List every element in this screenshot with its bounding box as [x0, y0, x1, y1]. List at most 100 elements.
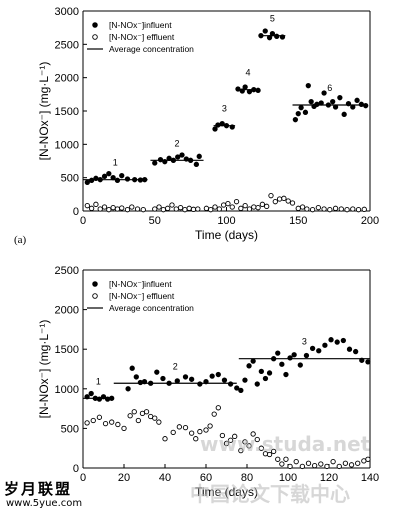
x-axis-title: Time (days) — [195, 228, 258, 242]
x-tick-label: 200 — [361, 215, 379, 227]
effluent-point — [293, 459, 299, 465]
effluent-point — [281, 195, 287, 201]
effluent-point — [176, 424, 183, 430]
effluent-point — [93, 201, 99, 207]
effluent-point — [182, 424, 189, 431]
effluent-point — [156, 419, 162, 425]
influent-point — [275, 350, 281, 356]
effluent-point — [289, 200, 296, 206]
phase-label: 3 — [302, 337, 307, 347]
y-axis-title: [N-NOx⁻] (mg·L⁻¹) — [37, 62, 51, 161]
effluent-point — [106, 207, 112, 213]
effluent-point — [129, 204, 135, 210]
x-tick-label: 140 — [361, 472, 379, 484]
influent-point — [84, 179, 90, 185]
influent-point — [227, 381, 234, 387]
effluent-point — [84, 420, 90, 426]
x-tick-label: 20 — [118, 472, 130, 484]
influent-point — [137, 379, 144, 386]
effluent-point — [242, 439, 248, 445]
effluent-point — [212, 204, 218, 210]
phase-label: 3 — [222, 104, 227, 114]
effluent-point — [119, 205, 125, 211]
effluent-point — [355, 207, 362, 213]
influent-point — [254, 381, 260, 387]
effluent-point — [251, 204, 257, 210]
legend-marker — [92, 34, 98, 40]
influent-point — [262, 375, 269, 382]
effluent-point — [283, 456, 289, 462]
effluent-point — [229, 204, 235, 210]
effluent-point — [88, 205, 95, 211]
y-tick-label: 0 — [73, 206, 79, 218]
effluent-point — [315, 205, 321, 211]
influent-point — [322, 342, 328, 348]
influent-point — [292, 117, 299, 123]
effluent-point — [332, 205, 339, 211]
effluent-point — [327, 207, 333, 213]
influent-point — [287, 355, 293, 361]
legend-label: [N-NOx⁻] effluent — [109, 32, 175, 42]
watermark-site: www.5yue.com — [6, 498, 83, 509]
effluent-point — [350, 206, 356, 212]
influent-point — [106, 171, 112, 177]
y-tick-label: 1000 — [55, 384, 79, 396]
influent-point — [298, 105, 304, 111]
effluent-point — [227, 437, 234, 443]
influent-point — [125, 386, 131, 392]
influent-point — [308, 99, 314, 105]
influent-point — [197, 381, 203, 387]
phase-label: 5 — [270, 14, 275, 24]
x-tick-label: 60 — [200, 472, 212, 484]
effluent-point — [219, 432, 226, 439]
effluent-point — [114, 206, 121, 212]
legend-marker — [92, 281, 98, 287]
influent-point — [174, 378, 180, 384]
influent-point — [363, 103, 369, 109]
y-tick-label: 1500 — [55, 106, 79, 118]
chart-panel-a: 0 50 100 150 200050010001500200025003000Time… — [37, 6, 379, 242]
phase-label: 6 — [327, 83, 332, 93]
effluent-point — [160, 207, 167, 213]
influent-point — [328, 337, 334, 343]
effluent-point — [287, 463, 293, 470]
effluent-point — [197, 428, 203, 435]
effluent-point — [156, 204, 162, 210]
effluent-point — [140, 207, 146, 213]
effluent-point — [97, 206, 103, 212]
effluent-point — [264, 203, 270, 209]
effluent-point — [115, 421, 121, 428]
effluent-point — [101, 204, 108, 210]
effluent-point — [90, 417, 96, 424]
influent-point — [235, 86, 241, 92]
y-tick-label: 2000 — [55, 305, 79, 317]
effluent-point — [110, 205, 116, 211]
influent-point — [124, 176, 131, 182]
effluent-point — [254, 436, 260, 443]
influent-point — [221, 377, 228, 383]
influent-point — [101, 173, 108, 179]
y-tick-label: 2500 — [55, 39, 79, 51]
y-axis-title: [N-NOx⁻] (mg·L⁻¹) — [37, 320, 51, 419]
x-tick-label: 100 — [279, 472, 297, 484]
influent-point — [337, 95, 343, 101]
influent-point — [212, 126, 218, 132]
influent-point — [330, 99, 336, 105]
legend-label: [N-NOx⁻]influent — [109, 279, 172, 289]
effluent-point — [295, 205, 301, 211]
effluent-point — [268, 193, 274, 199]
influent-point — [340, 337, 346, 344]
influent-point — [274, 33, 280, 39]
influent-point — [316, 348, 322, 354]
influent-point — [358, 101, 365, 107]
effluent-point — [190, 206, 197, 212]
effluent-point — [216, 206, 222, 212]
y-tick-label: 2000 — [55, 73, 79, 85]
phase-label: 2 — [174, 138, 179, 148]
effluent-point — [134, 206, 141, 212]
effluent-point — [255, 205, 261, 211]
phase-label: 2 — [173, 361, 178, 371]
effluent-point — [348, 462, 355, 468]
influent-point — [182, 374, 189, 380]
